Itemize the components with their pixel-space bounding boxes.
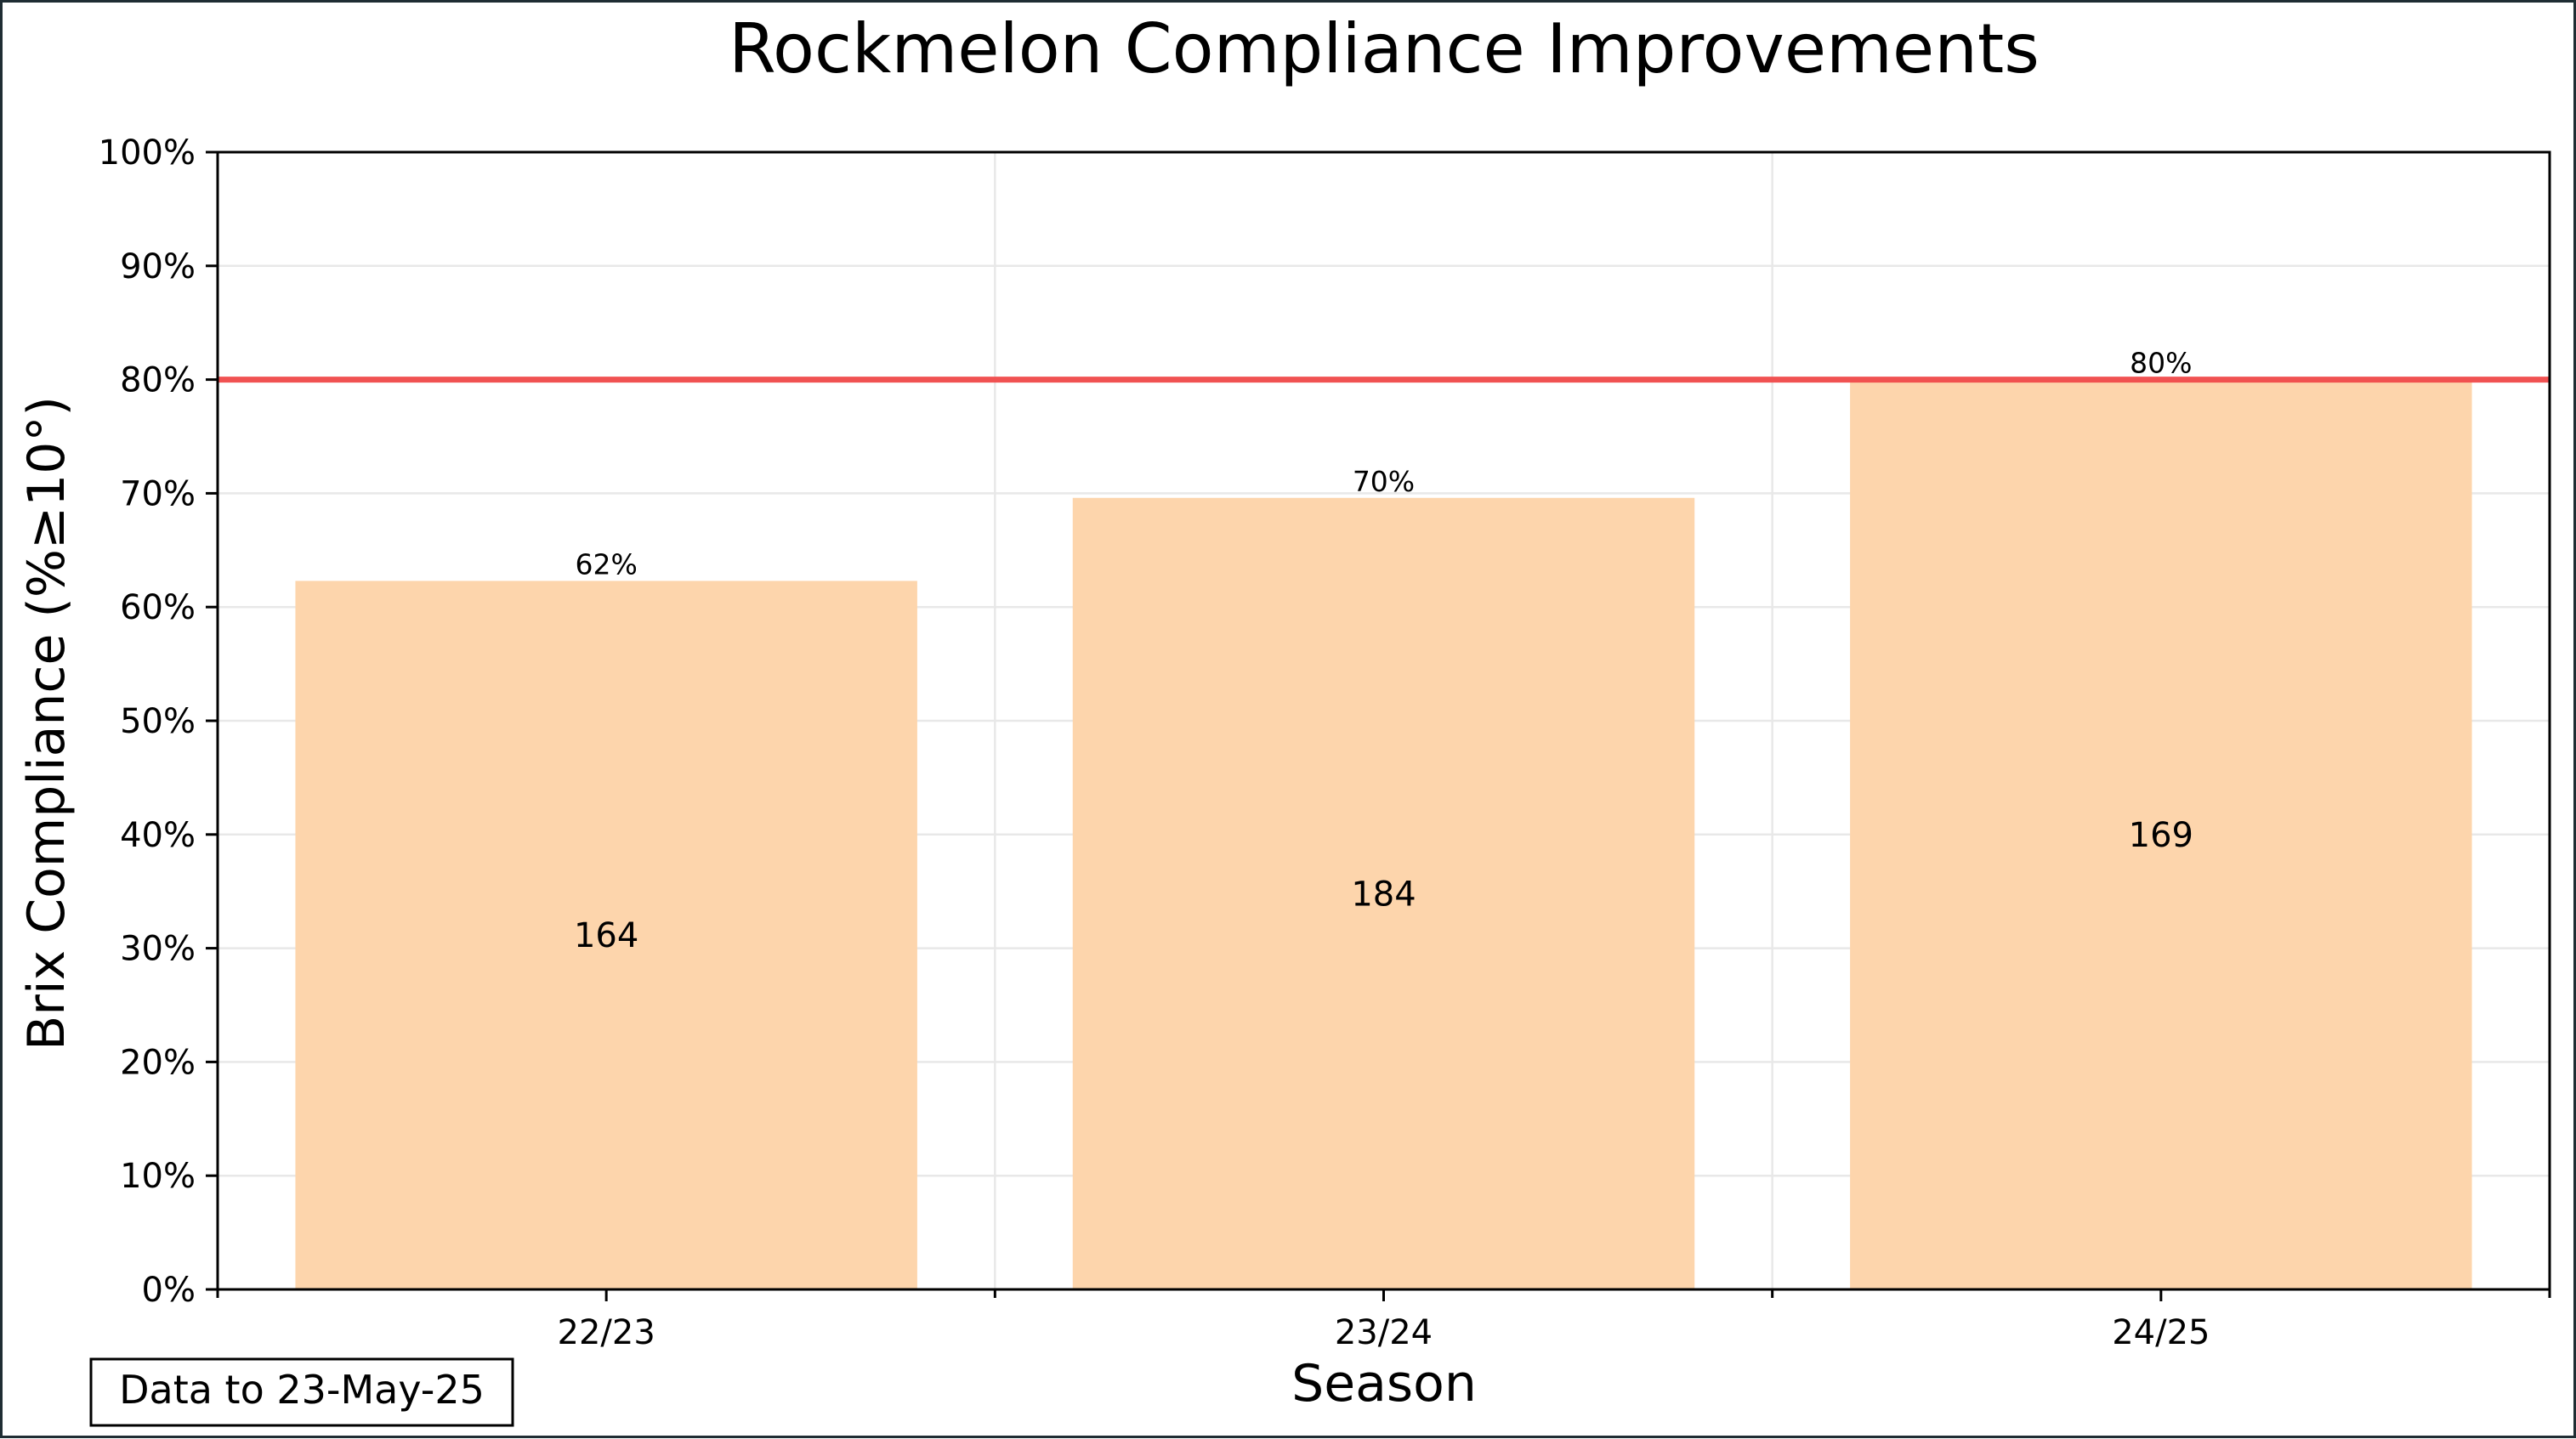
bar — [1072, 497, 1695, 1289]
y-tick-label: 10% — [120, 1157, 196, 1196]
bar-value-label: 62% — [575, 547, 637, 581]
chart-title: Rockmelon Compliance Improvements — [729, 9, 2040, 88]
y-tick-label: 60% — [120, 588, 196, 627]
x-tick-label: 22/23 — [558, 1313, 655, 1352]
y-tick-label: 70% — [120, 474, 196, 513]
x-tick-label: 24/25 — [2112, 1313, 2210, 1352]
bar — [295, 581, 917, 1289]
bar-chart: Rockmelon Compliance Improvements 0% 10% 2… — [17, 9, 2551, 1427]
x-axis-label: Season — [1291, 1354, 1477, 1414]
y-tick-label: 30% — [120, 930, 196, 969]
bar-value-label: 70% — [1353, 465, 1415, 498]
data-labels: 62% 164 70% 184 80% 169 — [574, 347, 2193, 956]
data-note: Data to 23-May-25 — [119, 1367, 485, 1413]
y-axis-label: Brix Compliance (%≥10°) — [17, 396, 77, 1051]
y-tick-label: 50% — [120, 702, 196, 741]
y-tick-label: 0% — [142, 1271, 196, 1310]
y-tick-label: 40% — [120, 816, 196, 855]
bar-count-label: 184 — [1351, 875, 1416, 914]
y-tick-label: 80% — [120, 361, 196, 400]
y-tick-label: 100% — [99, 133, 196, 173]
data-note-box: Data to 23-May-25 — [89, 1357, 514, 1427]
bars — [295, 379, 2472, 1290]
axes: 0% 10% 20% 30% 40% 50% 60% 70% 80% 90% 100% 22/23 23… — [99, 133, 2551, 1352]
y-tick-label: 90% — [120, 247, 196, 286]
bar-count-label: 164 — [574, 916, 638, 955]
bar — [1850, 379, 2472, 1290]
y-tick-label: 20% — [120, 1043, 196, 1082]
bar-value-label: 80% — [2130, 347, 2192, 380]
x-tick-label: 23/24 — [1335, 1313, 1433, 1352]
bar-count-label: 169 — [2129, 816, 2193, 855]
